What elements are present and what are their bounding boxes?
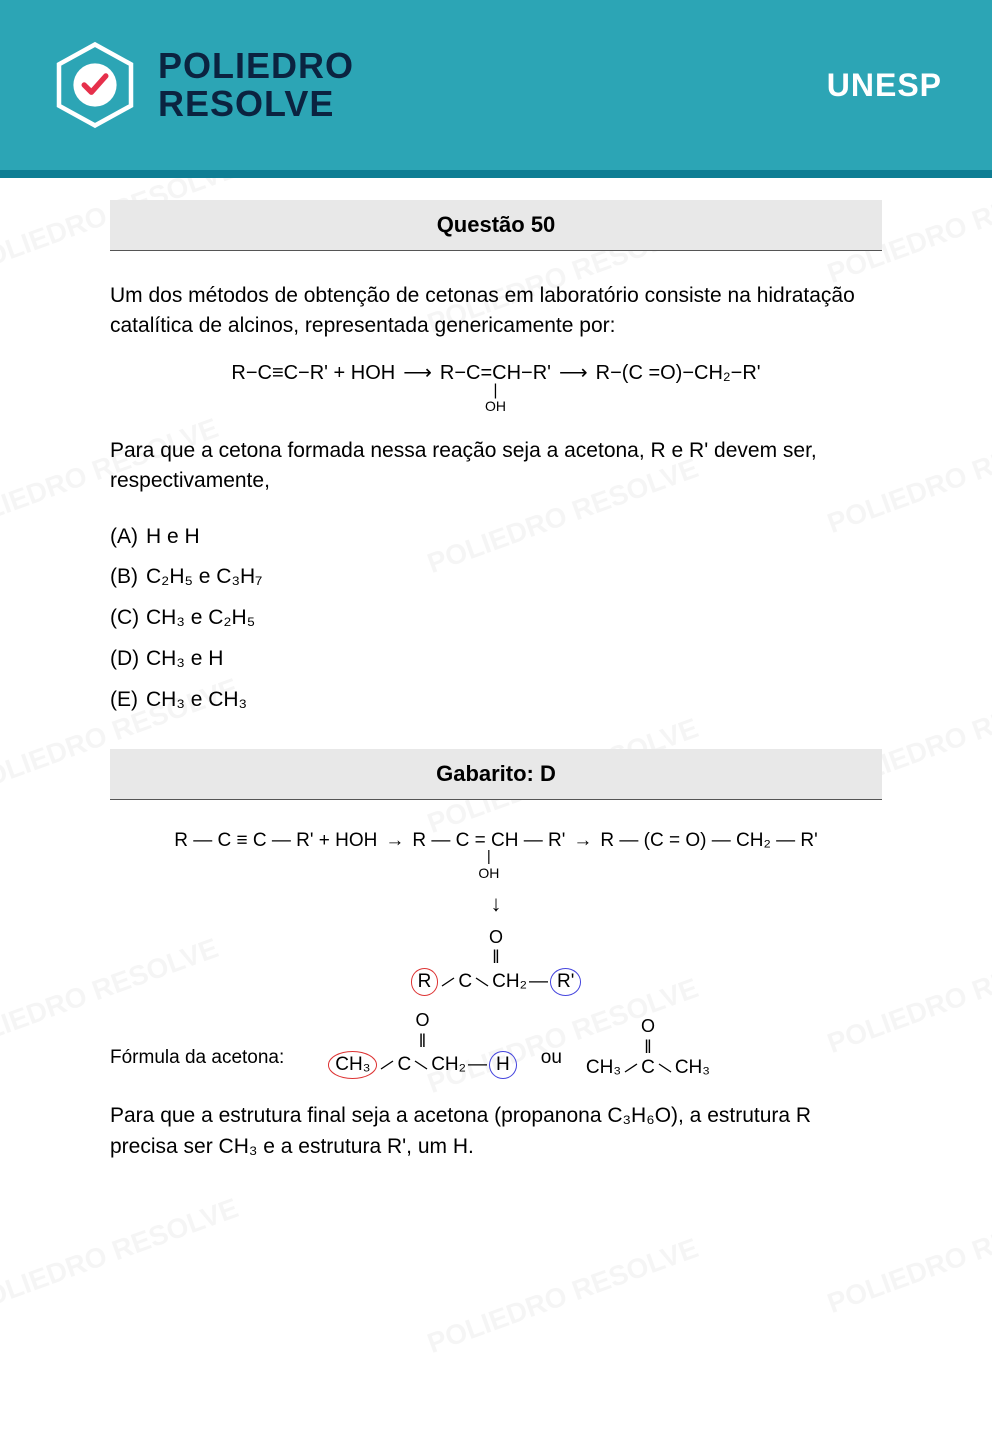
brand-line1: POLIEDRO [158, 47, 354, 85]
bond-line-icon [379, 1059, 395, 1071]
answer-title-bar: Gabarito: D [110, 749, 882, 800]
brand-logo-wrap: POLIEDRO RESOLVE [50, 40, 354, 130]
bond-line-icon [474, 976, 490, 988]
formula-label: Fórmula da acetona: [110, 1047, 284, 1079]
down-arrow-icon: ↓ [110, 891, 882, 917]
hexagon-check-icon [50, 40, 140, 130]
arrow-icon: → [569, 830, 596, 852]
question-para2: Para que a cetona formada nessa reação s… [110, 436, 882, 497]
option-b: (B)C₂H₅ e C₃H₇ [110, 557, 882, 598]
exam-name: UNESP [827, 67, 942, 104]
acetone-structure-b: O ‖ CH₃ C CH₃ [586, 1016, 710, 1079]
or-text: ou [541, 1047, 562, 1079]
option-c: (C)CH₃ e C₂H₅ [110, 598, 882, 639]
option-e: (E)CH₃ e CH₃ [110, 680, 882, 721]
ketone-structure-generic: O ‖ R C CH₂ — R' [411, 927, 582, 996]
eq-right: R−(C =O)−CH₂−R' [596, 360, 761, 386]
arrow-icon: ⟶ [399, 360, 436, 386]
circled-ch3: CH₃ [328, 1051, 377, 1079]
watermark: POLIEDRO RESOLVE [823, 1192, 992, 1320]
option-d: (D)CH₃ e H [110, 639, 882, 680]
arrow-icon: ⟶ [555, 360, 592, 386]
bond-line-icon [623, 1062, 639, 1074]
sol-eq-left: R — C ≡ C — R' + HOH [174, 830, 377, 852]
watermark: POLIEDRO RESOLVE [423, 1232, 702, 1360]
structure-generic: O ‖ R C CH₂ — R' [110, 927, 882, 996]
page-header: POLIEDRO RESOLVE UNESP [0, 0, 992, 170]
circled-r: R [411, 968, 439, 996]
brand-text: POLIEDRO RESOLVE [158, 47, 354, 123]
question-equation: R−C≡C−R' + HOH ⟶ R−C=CH−R' | OH ⟶ R−(C =… [110, 360, 882, 416]
eq-mid-column: R−C=CH−R' | OH [440, 360, 551, 416]
acetone-structures-row: Fórmula da acetona: O ‖ CH₃ C CH₂ — H ou… [110, 1010, 882, 1079]
bond-line-icon [413, 1059, 429, 1071]
bond-line-icon [440, 976, 456, 988]
solution-equation: R — C ≡ C — R' + HOH → R — C = CH — R' |… [110, 830, 882, 881]
options-list: (A)H e H (B)C₂H₅ e C₃H₇ (C)CH₃ e C₂H₅ (D… [110, 517, 882, 722]
arrow-icon: → [381, 830, 408, 852]
question-title-bar: Questão 50 [110, 200, 882, 251]
solution-block: R — C ≡ C — R' + HOH → R — C = CH — R' |… [110, 830, 882, 1162]
solution-conclusion: Para que a estrutura final seja a aceton… [110, 1101, 882, 1162]
question-intro: Um dos métodos de obtenção de cetonas em… [110, 281, 882, 342]
sol-eq-mid-oh: OH [478, 865, 499, 881]
circled-r-prime: R' [550, 968, 581, 996]
option-a: (A)H e H [110, 517, 882, 558]
eq-mid-oh: OH [485, 397, 506, 415]
watermark: POLIEDRO RESOLVE [0, 1192, 243, 1320]
content-area: Questão 50 Um dos métodos de obtenção de… [0, 170, 992, 1202]
bond-line-icon [657, 1062, 673, 1074]
brand-line2: RESOLVE [158, 85, 354, 123]
sol-eq-mid-column: R — C = CH — R' | OH [412, 830, 565, 881]
sol-eq-right: R — (C = O) — CH₂ — R' [600, 830, 817, 852]
eq-left: R−C≡C−R' + HOH [231, 360, 395, 386]
acetone-structure-a: O ‖ CH₃ C CH₂ — H [328, 1010, 516, 1079]
circled-h: H [489, 1051, 517, 1079]
